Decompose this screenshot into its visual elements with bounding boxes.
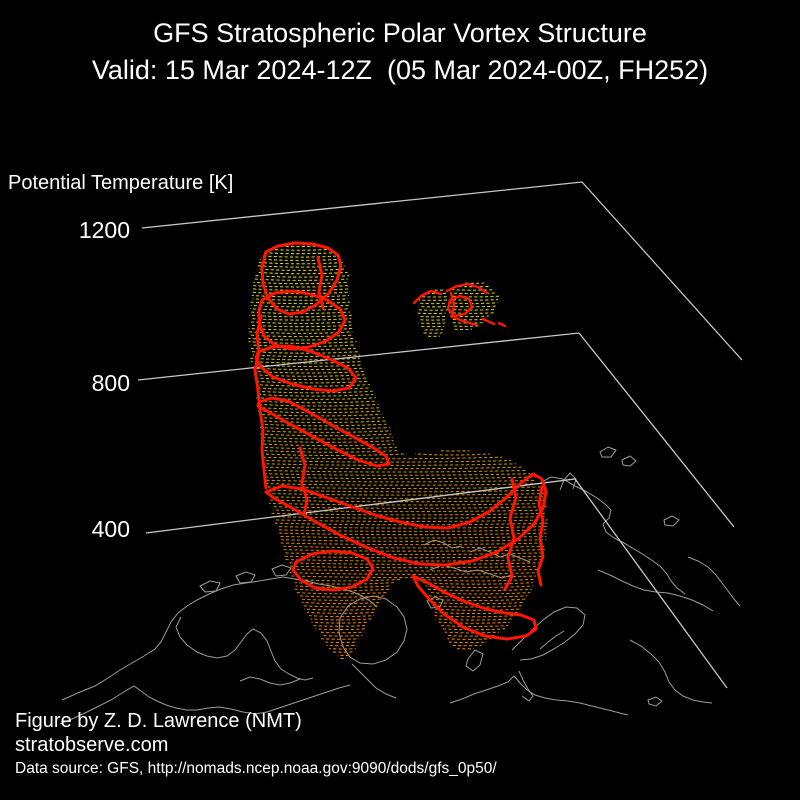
figure-title: GFS Stratospheric Polar Vortex Structure — [153, 18, 647, 48]
figure-subtitle: Valid: 15 Mar 2024-12Z (05 Mar 2024-00Z,… — [91, 55, 709, 85]
z-tick-400: 400 — [91, 516, 130, 542]
theta-contours — [253, 241, 548, 641]
credit-text: Figure by Z. D. Lawrence (NMT) — [15, 710, 302, 732]
gridline-1200K — [141, 181, 743, 361]
gridline-800K — [137, 332, 735, 528]
data-source-text: Data source: GFS, http://nomads.ncep.noa… — [15, 760, 497, 777]
z-tick-800: 800 — [91, 370, 130, 396]
vortex-mesh — [248, 245, 549, 660]
website-text: stratobserve.com — [15, 734, 169, 756]
z-axis-label: Potential Temperature [K] — [8, 172, 234, 194]
z-tick-1200: 1200 — [78, 217, 130, 243]
axis-frame — [137, 181, 743, 689]
gridline-400K — [145, 478, 728, 689]
